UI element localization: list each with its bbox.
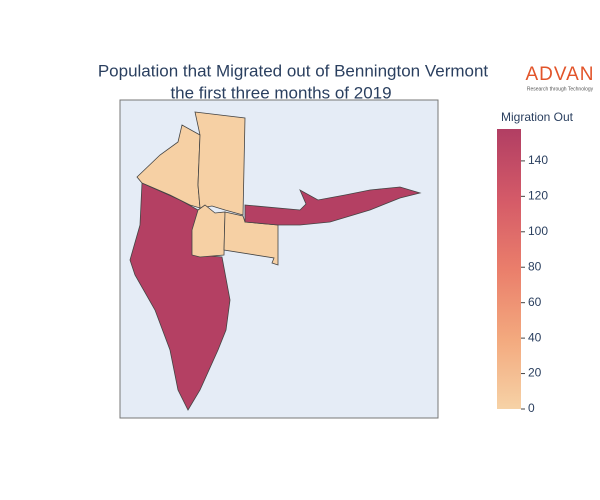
colorbar-tick-label: 60 <box>528 295 542 309</box>
logo: ADVAN <box>525 64 594 85</box>
colorbar-tick-label: 100 <box>528 224 548 238</box>
colorbar-title: Migration Out <box>501 110 574 124</box>
colorbar-tick-label: 120 <box>528 189 548 203</box>
colorbar-tick-label: 20 <box>528 366 542 380</box>
colorbar-tick-label: 0 <box>528 401 535 415</box>
colorbar-tick-label: 80 <box>528 259 542 273</box>
chart-title: Population that Migrated out of Benningt… <box>98 61 489 80</box>
colorbar-tick-label: 140 <box>528 153 548 167</box>
region <box>244 186 422 226</box>
colorbar-tick-label: 40 <box>528 330 542 344</box>
region <box>194 111 246 216</box>
logo-tagline: Research through Technology <box>527 86 594 92</box>
region <box>191 204 226 258</box>
colorbar <box>497 129 521 409</box>
chart-subtitle: the first three months of 2019 <box>170 83 391 102</box>
region <box>223 211 279 266</box>
